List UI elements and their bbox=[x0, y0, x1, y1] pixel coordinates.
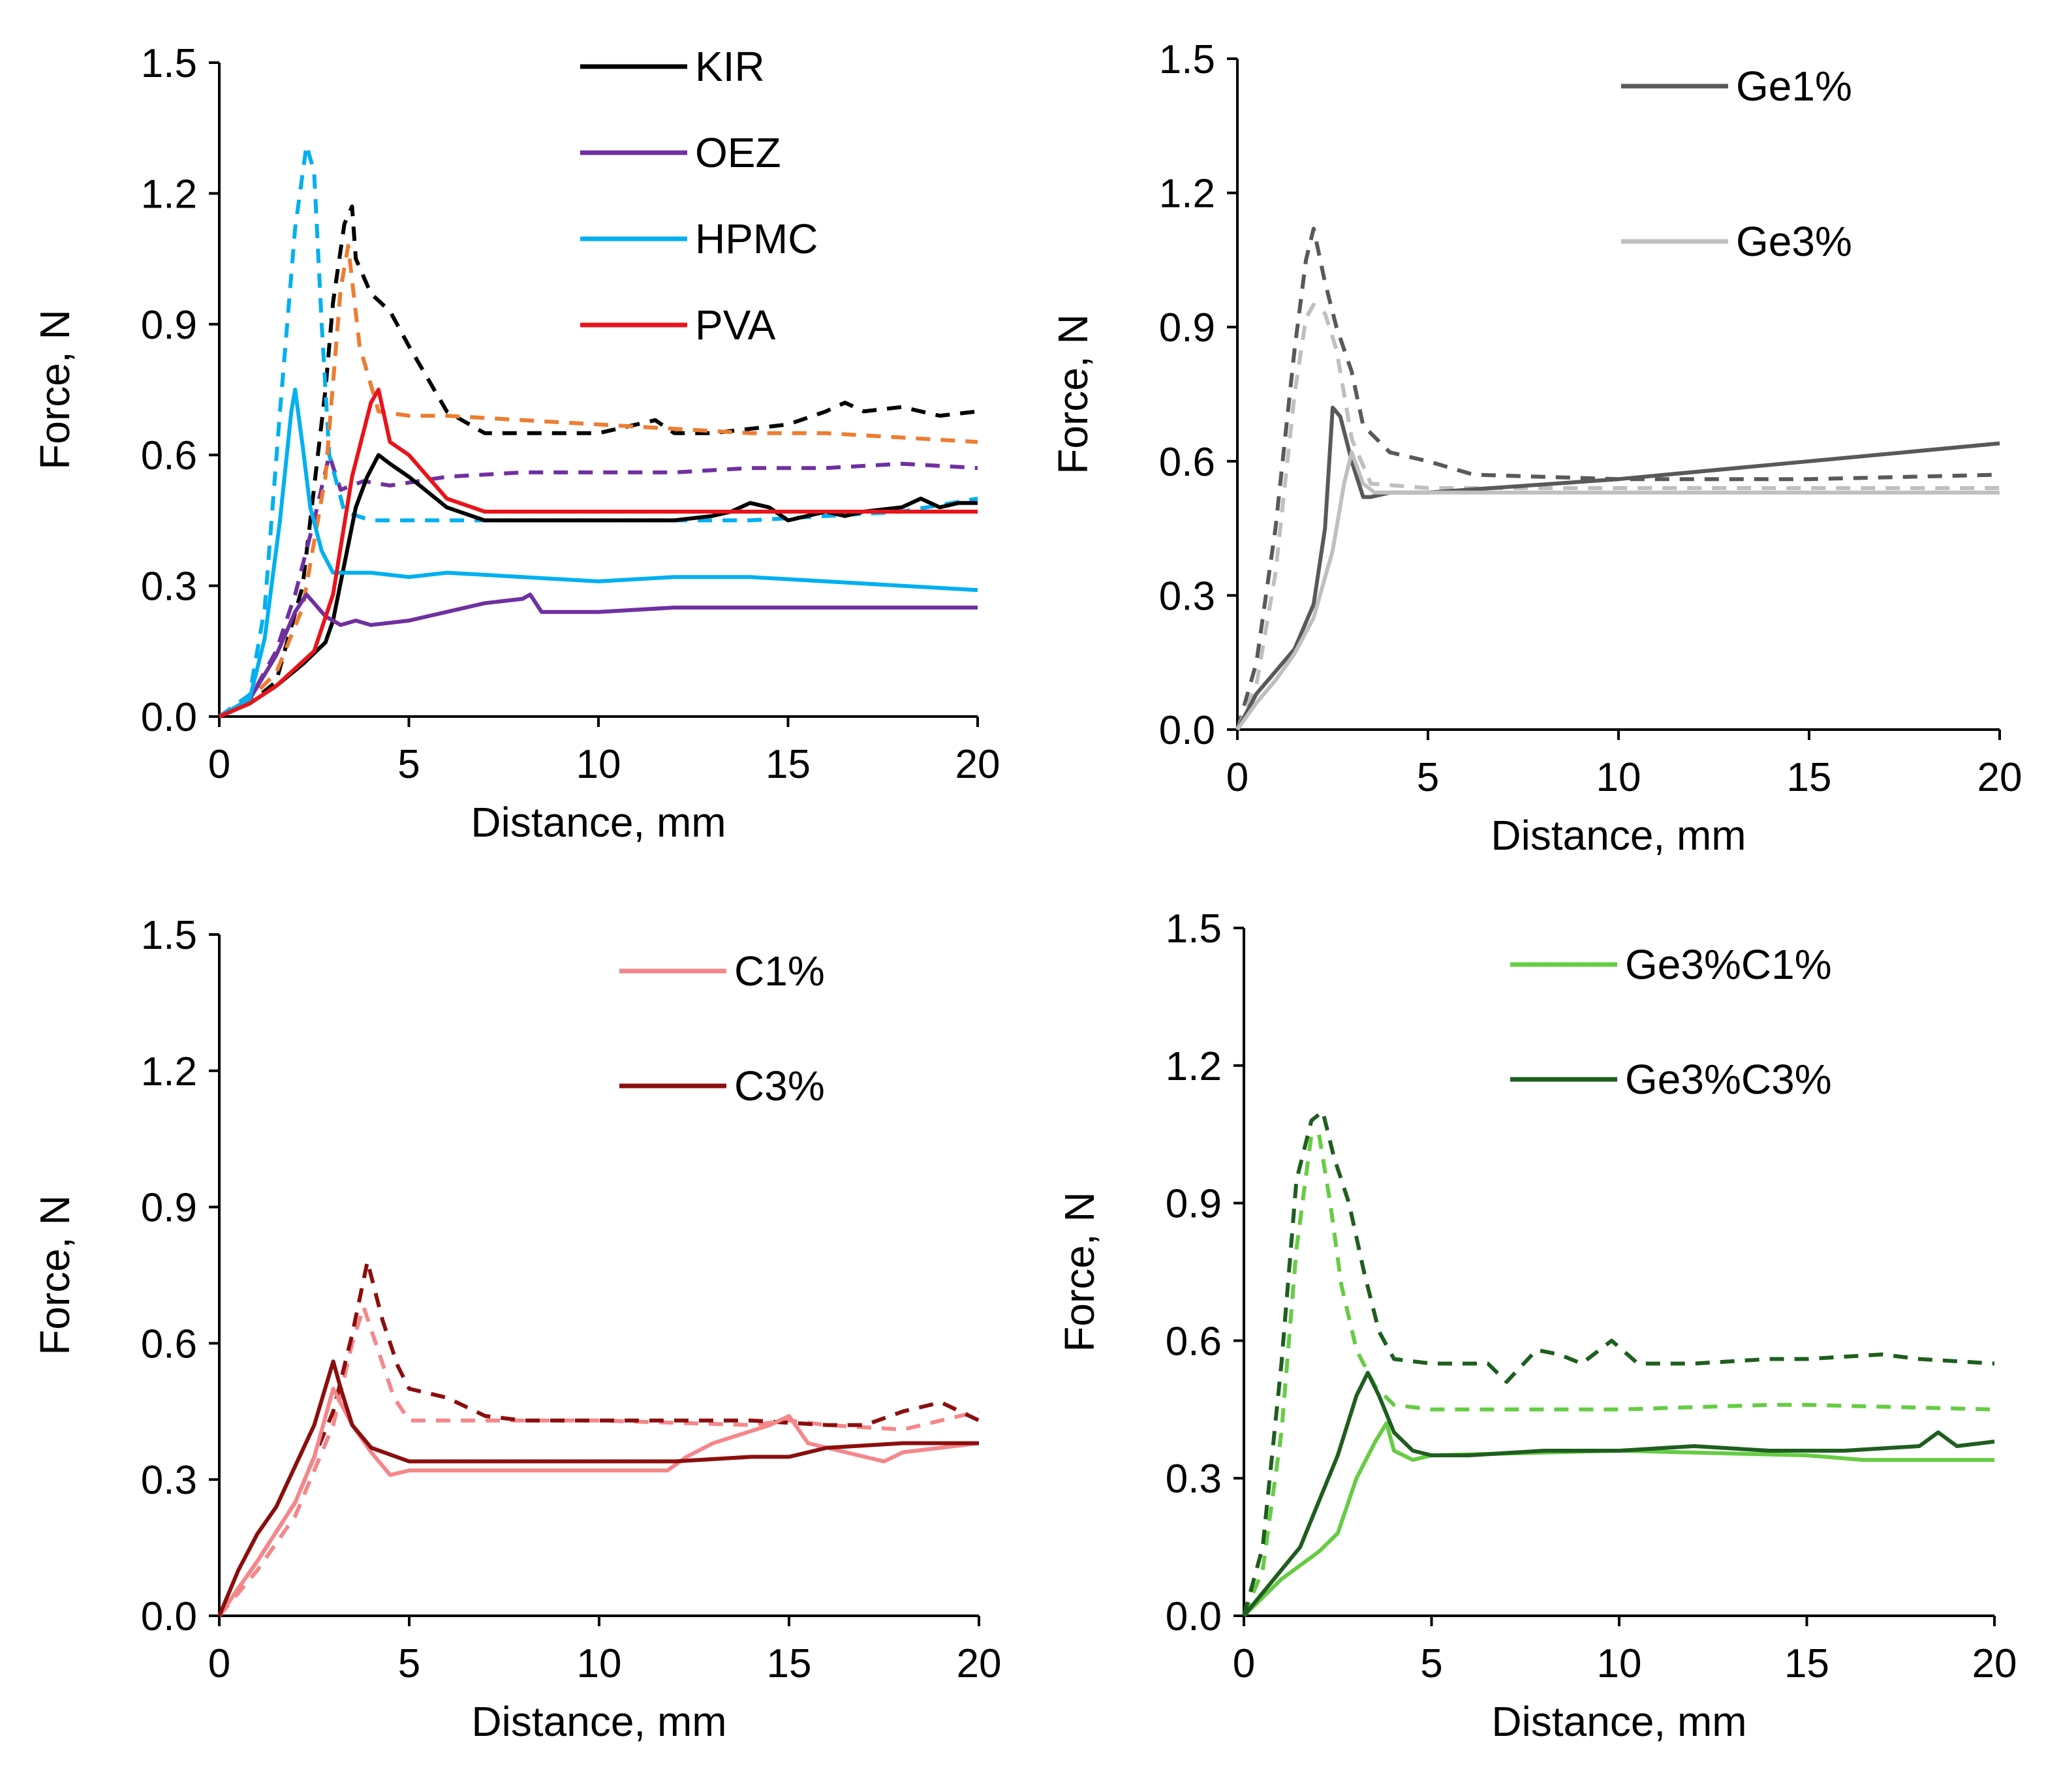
series-line-ge3-c1-dashed bbox=[1242, 1132, 1995, 1617]
x-axis-title: Distance, mm bbox=[471, 1698, 726, 1745]
legend-label: C1% bbox=[734, 948, 825, 995]
y-tick-label: 0.6 bbox=[1166, 1319, 1222, 1364]
x-tick-label: 20 bbox=[1977, 755, 2022, 800]
series-line-c1-dashed bbox=[217, 1305, 980, 1617]
y-axis-title: Force, N bbox=[1056, 1192, 1103, 1352]
legend-label: Ge3%C1% bbox=[1625, 941, 1832, 988]
y-tick-label: 0.6 bbox=[1159, 440, 1215, 485]
series-line-ge1 bbox=[1235, 405, 2000, 731]
y-tick-label: 0.0 bbox=[1166, 1594, 1222, 1639]
legend-label: HPMC bbox=[695, 215, 818, 262]
series-line-pva bbox=[218, 388, 978, 718]
x-tick-label: 10 bbox=[576, 742, 621, 787]
x-tick-label: 10 bbox=[577, 1641, 622, 1686]
y-tick-label: 1.5 bbox=[141, 913, 197, 958]
x-tick-label: 20 bbox=[955, 742, 1000, 787]
x-tick-label: 5 bbox=[1417, 755, 1439, 800]
x-tick-label: 15 bbox=[1787, 755, 1832, 800]
series-line-ge3-c3-dashed bbox=[1242, 1109, 1995, 1616]
series-line-c3 bbox=[217, 1359, 979, 1617]
series-line-kir-dashed bbox=[218, 204, 978, 718]
y-axis-title: Force, N bbox=[1049, 314, 1096, 474]
chart-panel-4: 0.0 0.3 0.6 0.9 1.2 1.5 0 5 10 15 20 Distance, mm Fo… bbox=[1056, 906, 2017, 1745]
y-tick-label: 1.5 bbox=[1159, 37, 1215, 82]
x-tick-label: 5 bbox=[398, 1641, 420, 1686]
y-tick-label: 0.9 bbox=[1166, 1182, 1222, 1227]
y-tick-label: 0.9 bbox=[141, 303, 197, 348]
series-line-ge3-c1 bbox=[1242, 1421, 1994, 1618]
x-axis-title: Distance, mm bbox=[1491, 812, 1746, 859]
series-line-pva-dashed bbox=[218, 243, 978, 718]
series-line-oez-dashed bbox=[218, 453, 978, 718]
series-line-oez bbox=[218, 593, 978, 718]
x-axis-title: Distance, mm bbox=[1491, 1698, 1746, 1745]
series-line-hpmc-dashed bbox=[218, 143, 978, 718]
series-line-ge1-dashed bbox=[1235, 226, 2000, 730]
y-tick-label: 1.2 bbox=[1159, 172, 1215, 217]
chart-panel-2: 0.0 0.3 0.6 0.9 1.2 1.5 0 5 10 15 20 Distance, mm Fo… bbox=[1049, 37, 2022, 859]
y-tick-label: 0.9 bbox=[141, 1186, 197, 1231]
x-tick-label: 10 bbox=[1597, 1641, 1642, 1686]
y-axis-title: Force, N bbox=[31, 1195, 78, 1355]
y-tick-label: 0.3 bbox=[1166, 1457, 1222, 1502]
legend-label: Ge3%C3% bbox=[1625, 1056, 1832, 1103]
chart-panel-3: 0.0 0.3 0.6 0.9 1.2 1.5 0 5 10 15 20 Distance, mm Fo… bbox=[31, 913, 1001, 1745]
legend-label: Ge3% bbox=[1736, 218, 1852, 265]
series-line-hpmc bbox=[218, 388, 978, 718]
legend-label: Ge1% bbox=[1736, 63, 1852, 110]
y-tick-label: 0.3 bbox=[1159, 574, 1215, 619]
x-tick-label: 20 bbox=[957, 1641, 1002, 1686]
chart-panel-1: 0.0 0.3 0.6 0.9 1.2 1.5 0 5 10 15 20 Distance, mm Fo… bbox=[31, 41, 1000, 846]
x-tick-label: 0 bbox=[1226, 755, 1248, 800]
x-tick-label: 20 bbox=[1972, 1641, 2017, 1686]
x-tick-label: 0 bbox=[208, 742, 230, 787]
series-line-ge3-c3 bbox=[1242, 1370, 1995, 1617]
legend-label: PVA bbox=[695, 301, 776, 348]
x-tick-label: 5 bbox=[397, 742, 420, 787]
y-tick-label: 0.0 bbox=[141, 1594, 197, 1639]
y-tick-label: 1.5 bbox=[1166, 906, 1222, 951]
legend-label: KIR bbox=[695, 43, 765, 90]
legend-label: OEZ bbox=[695, 129, 781, 176]
series-line-c3-dashed bbox=[217, 1259, 980, 1617]
y-axis-title: Force, N bbox=[31, 309, 78, 469]
y-tick-label: 0.9 bbox=[1159, 305, 1215, 350]
series-line-c1 bbox=[217, 1387, 980, 1617]
y-tick-label: 1.5 bbox=[141, 41, 197, 86]
y-tick-label: 0.6 bbox=[141, 1321, 197, 1367]
y-tick-label: 1.2 bbox=[141, 1049, 197, 1094]
y-tick-label: 0.3 bbox=[141, 564, 197, 610]
x-tick-label: 15 bbox=[767, 1641, 812, 1686]
y-tick-label: 1.2 bbox=[141, 172, 197, 217]
x-tick-label: 5 bbox=[1420, 1641, 1442, 1686]
x-axis-title: Distance, mm bbox=[471, 799, 726, 846]
x-tick-label: 10 bbox=[1596, 755, 1641, 800]
y-tick-label: 0.3 bbox=[141, 1458, 197, 1503]
series-line-ge3 bbox=[1235, 450, 2000, 731]
x-tick-label: 15 bbox=[766, 742, 811, 787]
legend-label: C3% bbox=[734, 1062, 825, 1109]
y-tick-label: 1.2 bbox=[1166, 1044, 1222, 1089]
x-tick-label: 0 bbox=[208, 1641, 230, 1686]
y-tick-label: 0.0 bbox=[141, 695, 197, 740]
y-tick-label: 0.0 bbox=[1159, 708, 1215, 753]
x-tick-label: 15 bbox=[1784, 1641, 1829, 1686]
y-tick-label: 0.6 bbox=[141, 433, 197, 478]
x-tick-label: 0 bbox=[1233, 1641, 1255, 1686]
